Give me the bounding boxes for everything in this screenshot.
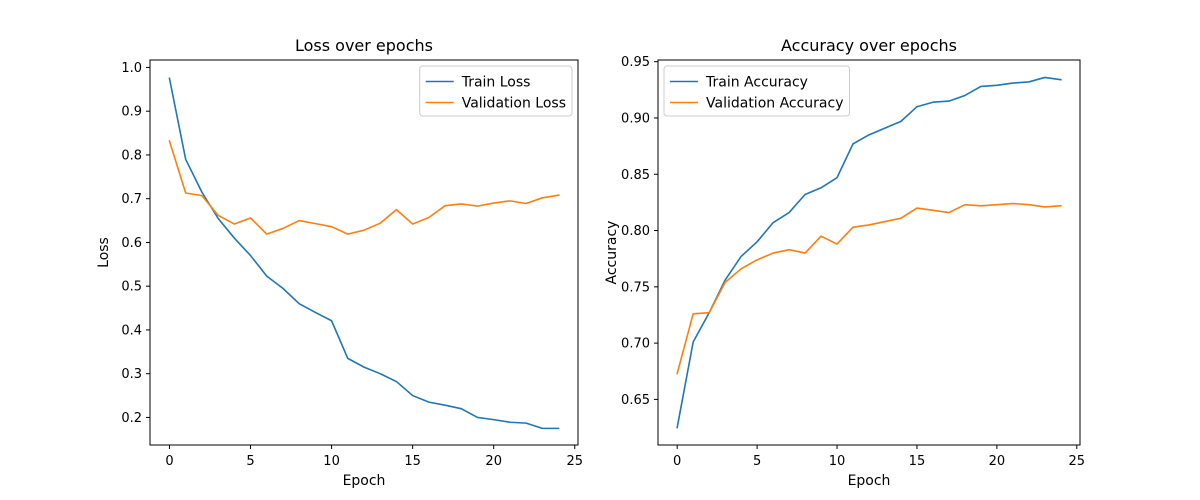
chart1-y-tick-label-3: 0.80 — [621, 224, 650, 239]
chart0-plot: 0 5 10 15 20 25 0.2 0.3 0.4 0.5 0.6 0.7 0.8 0.9 1.0 Los… — [96, 36, 583, 489]
chart0-legend-label-1: Validation Loss — [462, 96, 566, 112]
chart1-plot: 0 5 10 15 20 25 0.65 0.70 0.75 0.80 0.85 0.90 0.95 Ac… — [604, 36, 1085, 489]
chart0-series-line-0 — [168, 77, 560, 430]
chart0-series-line-1 — [168, 139, 560, 235]
chart0-x-tick-label-0: 0 — [165, 454, 173, 469]
chart1-y-tick-label-6: 0.95 — [621, 55, 650, 70]
chart1-y-tick-label-0: 0.65 — [621, 393, 650, 408]
chart0-x-tick-label-1: 5 — [246, 454, 254, 469]
chart1-title: Accuracy over epochs — [781, 36, 957, 55]
chart1-legend-label-1: Validation Accuracy — [706, 96, 844, 112]
chart0-x-tick-label-2: 10 — [323, 454, 340, 469]
chart1-legend-label-0: Train Accuracy — [705, 75, 808, 91]
chart0-y-tick-label-5: 0.7 — [121, 192, 142, 207]
chart1-x-tick-label-1: 5 — [753, 454, 761, 469]
chart0-y-tick-label-1: 0.3 — [121, 367, 142, 382]
chart0-y-tick-label-3: 0.5 — [121, 280, 142, 295]
chart0-y-tick-label-6: 0.8 — [121, 148, 142, 163]
chart0-legend: Train Loss Validation Loss — [419, 65, 573, 117]
chart0-y-tick-label-8: 1.0 — [121, 61, 142, 76]
chart0-legend-label-0: Train Loss — [461, 75, 531, 91]
chart1-x-tick-label-3: 15 — [909, 454, 926, 469]
chart0-x-tick-label-4: 20 — [485, 454, 502, 469]
chart1-x-tick-label-0: 0 — [673, 454, 681, 469]
chart1-x-axis-label: Epoch — [848, 473, 891, 489]
chart0-y-axis-label: Loss — [96, 237, 112, 268]
chart0-x-tick-label-5: 25 — [566, 454, 583, 469]
chart0-x-axis-label: Epoch — [343, 473, 386, 489]
chart1-x-tick-label-4: 20 — [989, 454, 1006, 469]
chart0-axes-frame — [149, 59, 579, 446]
chart0-legend-frame — [419, 65, 573, 117]
chart0-y-tick-label-0: 0.2 — [121, 411, 142, 426]
chart0-y-tick-label-7: 0.9 — [121, 105, 142, 120]
chart0-x-tick-label-3: 15 — [404, 454, 421, 469]
chart0-y-tick-label-4: 0.6 — [121, 236, 142, 251]
chart0-y-tick-label-2: 0.4 — [121, 323, 142, 338]
chart1-y-tick-label-1: 0.70 — [621, 337, 650, 352]
chart1-legend-frame — [663, 65, 850, 117]
chart1-y-axis-label: Accuracy — [604, 221, 620, 285]
chart1-series-line-1 — [676, 202, 1062, 375]
chart1-series-line-0 — [676, 76, 1062, 429]
chart0-title: Loss over epochs — [295, 36, 433, 55]
chart1-y-tick-label-2: 0.75 — [621, 280, 650, 295]
chart1-axes-frame — [657, 59, 1081, 446]
chart1-x-tick-label-2: 10 — [829, 454, 846, 469]
chart1-legend: Train Accuracy Validation Accuracy — [663, 65, 850, 117]
chart1-y-tick-label-5: 0.90 — [621, 111, 650, 126]
chart1-y-tick-label-4: 0.85 — [621, 168, 650, 183]
chart1-x-tick-label-5: 25 — [1069, 454, 1086, 469]
